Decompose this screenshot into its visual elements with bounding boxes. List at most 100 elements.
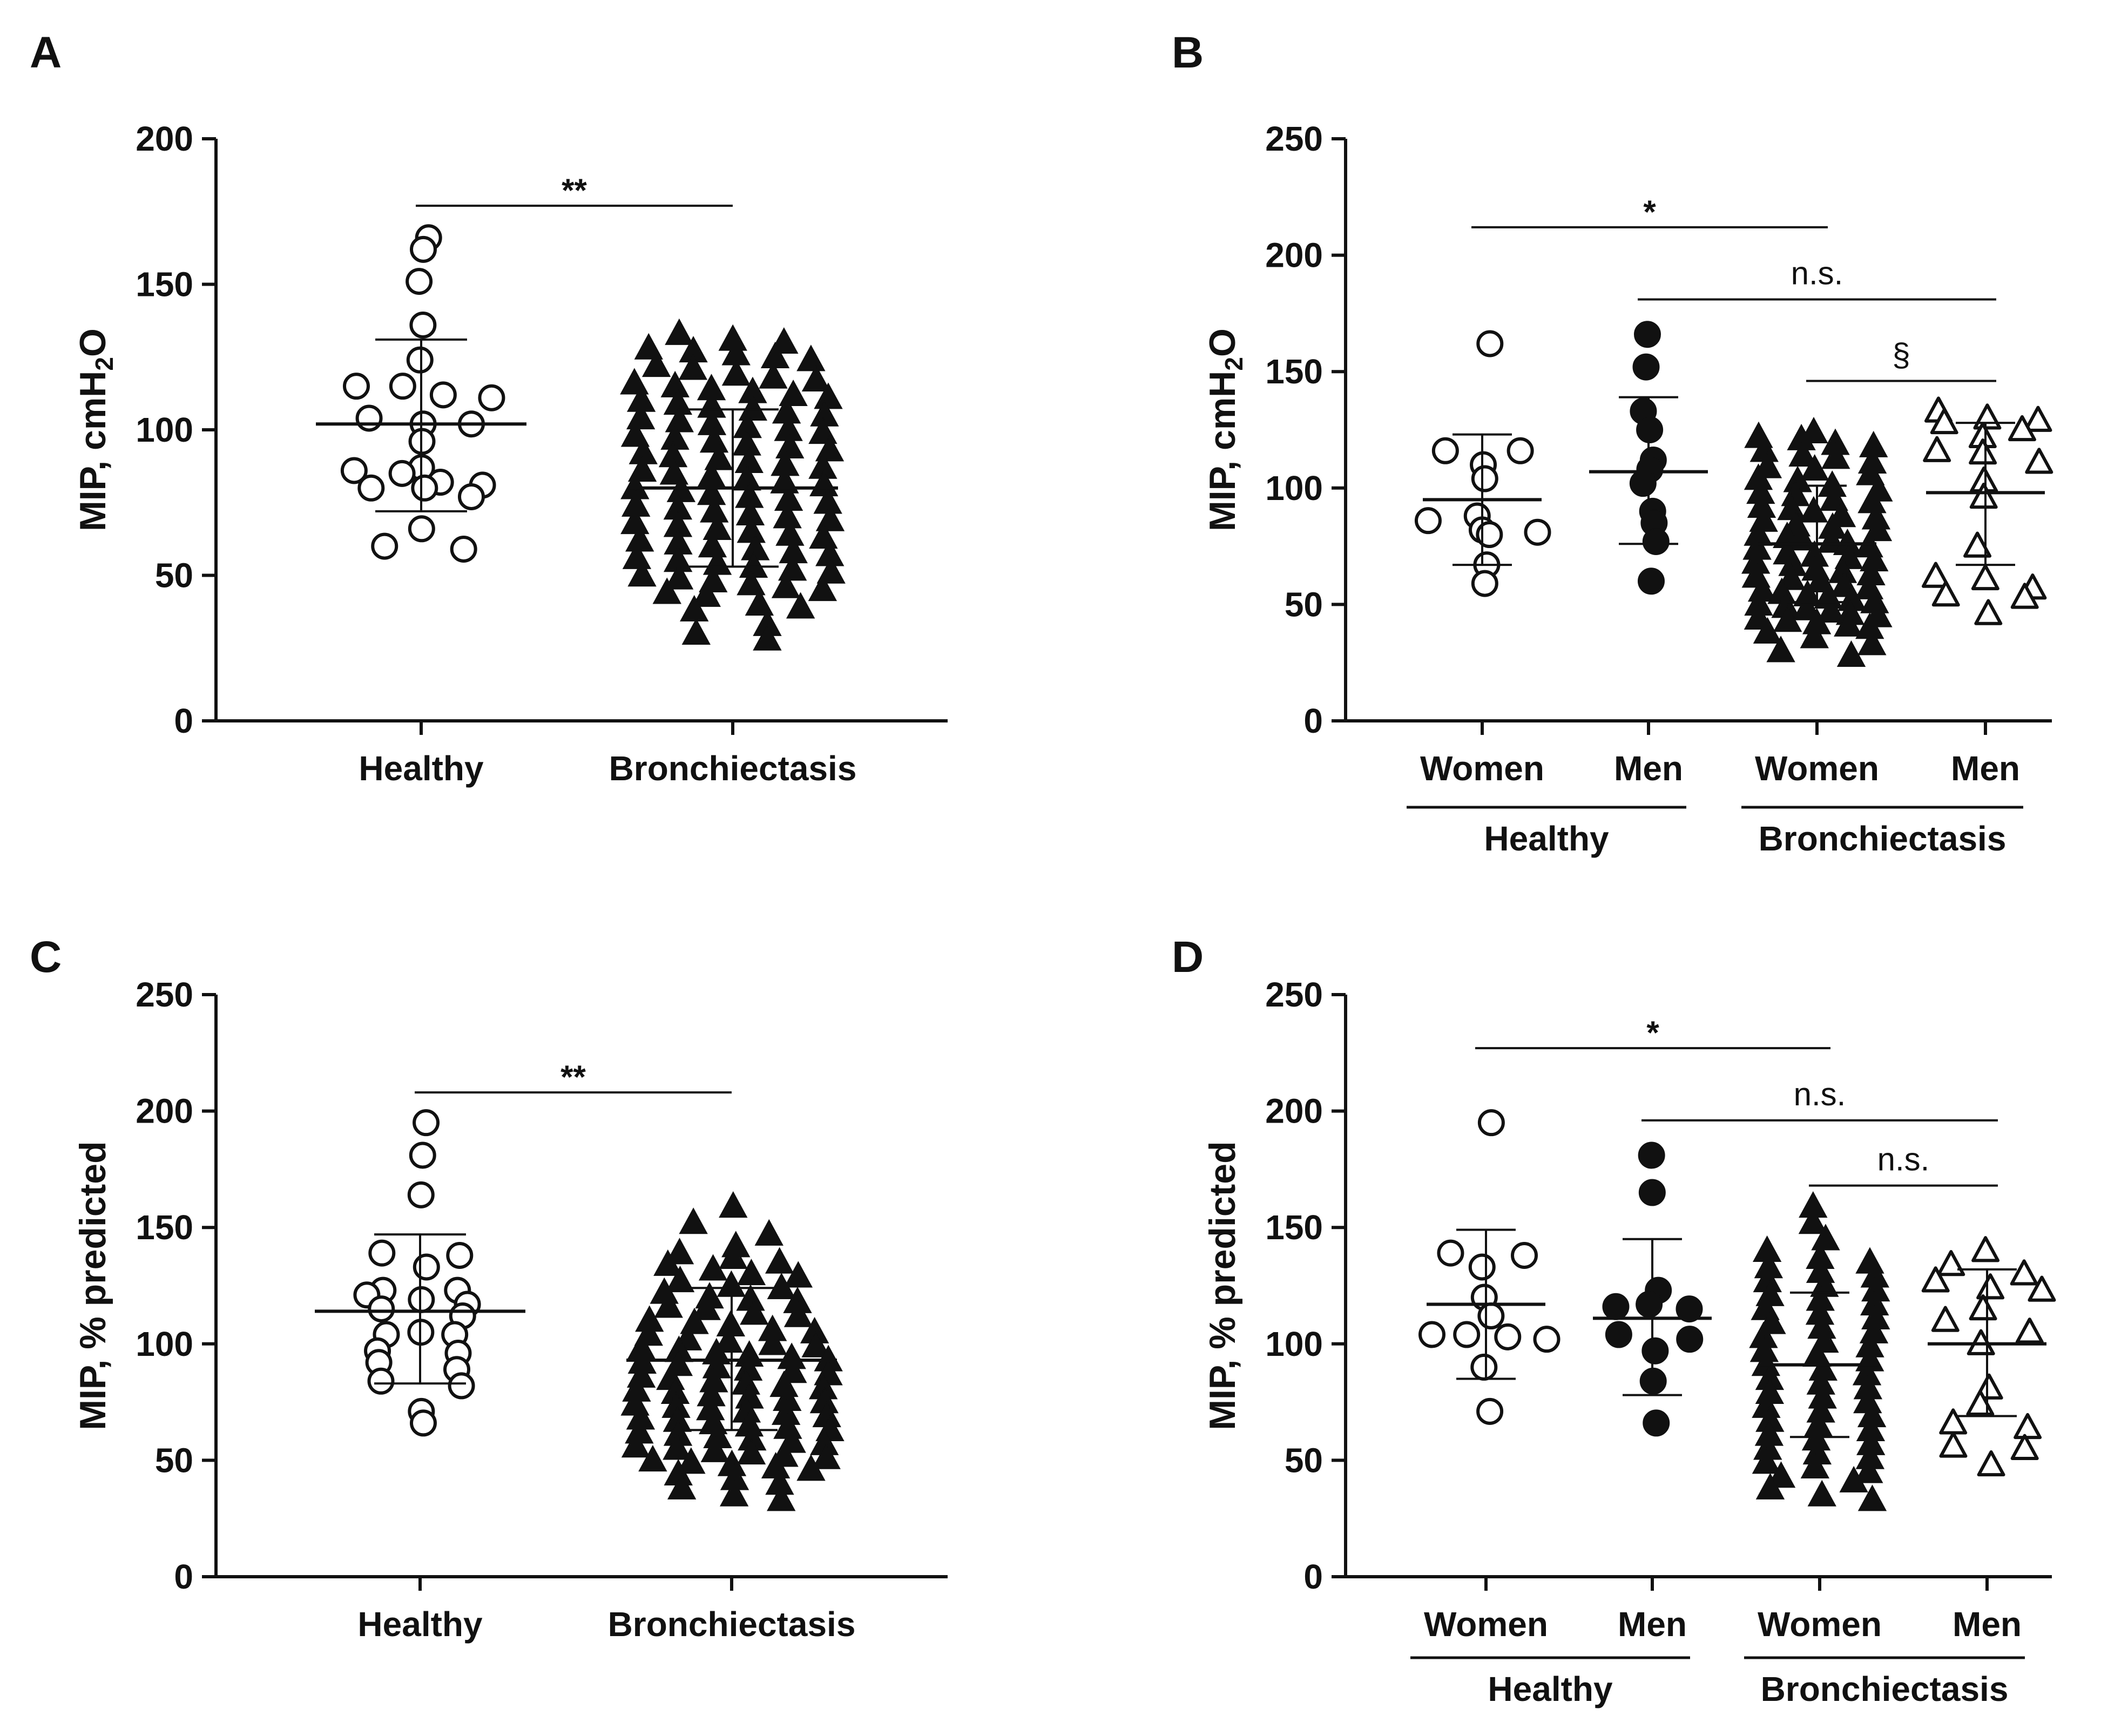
data-point <box>808 575 837 602</box>
data-point <box>699 426 729 453</box>
data-point <box>1863 515 1893 542</box>
data-point <box>1637 568 1665 595</box>
data-point <box>1967 1329 1995 1355</box>
data-point <box>1971 1236 2000 1262</box>
x-category-label-women: Women <box>1758 1605 1882 1644</box>
data-point <box>448 1372 475 1400</box>
x-category-label-women: Women <box>1755 749 1879 788</box>
data-point <box>678 353 708 380</box>
y-tick-label: 50 <box>155 1441 193 1480</box>
data-point <box>680 595 709 622</box>
x-category-label-men: Men <box>1953 1605 2022 1644</box>
data-point <box>1800 454 1829 481</box>
data-point <box>1507 437 1534 464</box>
y-tick-label: 50 <box>1285 1441 1323 1480</box>
data-point <box>409 235 437 263</box>
data-point <box>621 1431 651 1458</box>
y-tick-label: 0 <box>1303 1557 1323 1596</box>
y-tick-label: 150 <box>1265 1208 1323 1247</box>
x-category-label-men: Men <box>1618 1605 1687 1644</box>
data-point <box>1638 1179 1666 1206</box>
series-bronchiectasis-men <box>1921 396 2053 625</box>
data-point <box>700 1435 730 1462</box>
data-point <box>368 1295 395 1323</box>
data-point <box>753 624 782 651</box>
data-point <box>665 318 694 345</box>
data-point <box>1418 1321 1446 1348</box>
panel-letter: A <box>30 28 62 77</box>
data-point <box>681 618 711 645</box>
significance-label: n.s. <box>1877 1141 1930 1178</box>
data-point <box>801 365 831 392</box>
data-point <box>1800 622 1829 649</box>
data-point <box>1431 437 1459 464</box>
data-point <box>355 404 383 432</box>
y-tick-label: 50 <box>1285 585 1323 624</box>
data-point <box>1857 629 1887 656</box>
data-point <box>620 508 650 535</box>
series-healthy-women <box>1418 1109 1560 1425</box>
data-point <box>388 460 416 487</box>
data-point <box>1755 1472 1785 1499</box>
data-point <box>638 1445 667 1472</box>
data-point <box>2028 1275 2056 1302</box>
data-point <box>1921 1266 1950 1293</box>
x-category-label-women: Women <box>1420 749 1544 788</box>
y-tick-label: 100 <box>136 1325 193 1363</box>
data-point <box>1939 1408 1968 1435</box>
data-point <box>1676 1326 1704 1353</box>
panel-b: B 0 50 100 150 200 250 MIP, cmH2O Women Men Women M… <box>1172 28 2053 858</box>
y-tick-label: 50 <box>155 556 193 595</box>
data-point <box>1921 562 1950 588</box>
data-point <box>1969 1294 1997 1321</box>
data-point <box>340 457 368 484</box>
data-point <box>1807 1480 1836 1507</box>
y-tick-label: 0 <box>1303 701 1323 740</box>
data-point <box>2008 415 2036 442</box>
data-point <box>1939 1431 1968 1458</box>
significance-label: * <box>1646 1015 1659 1051</box>
group-label-bronchiectasis: Bronchiectasis <box>1759 819 2007 858</box>
data-point <box>1788 440 1818 467</box>
data-point <box>1641 1337 1669 1365</box>
data-point <box>1816 596 1846 623</box>
significance-label: n.s. <box>1791 255 1843 292</box>
data-point <box>1642 528 1670 555</box>
x-category-label-healthy: Healthy <box>357 1605 483 1644</box>
data-point <box>719 1480 749 1507</box>
data-point <box>1494 1323 1522 1350</box>
y-tick-label: 250 <box>1265 975 1323 1014</box>
data-point <box>357 474 385 502</box>
data-point <box>1974 599 2003 625</box>
data-point <box>2025 448 2053 474</box>
data-point <box>1633 321 1661 348</box>
data-point <box>1629 470 1657 497</box>
significance-label: ** <box>562 172 587 208</box>
data-point <box>737 569 766 596</box>
data-point <box>1476 1397 1504 1425</box>
data-point <box>1937 1250 1965 1276</box>
data-point <box>1798 1207 1828 1234</box>
data-point <box>652 577 681 604</box>
data-point <box>1753 617 1782 644</box>
y-tick-label: 150 <box>136 1208 193 1247</box>
data-point <box>1931 1306 1960 1332</box>
data-point <box>450 535 477 563</box>
data-point <box>775 431 805 459</box>
data-point <box>407 1181 435 1208</box>
data-point <box>1963 531 1992 558</box>
data-point <box>1476 521 1503 549</box>
data-point <box>767 1484 796 1511</box>
data-point <box>738 394 768 421</box>
y-axis-title: MIP, % predicted <box>1202 1141 1243 1430</box>
data-point <box>665 1266 695 1293</box>
data-point <box>1931 580 1960 607</box>
data-point <box>446 1241 474 1269</box>
group-label-healthy: Healthy <box>1484 819 1609 858</box>
y-tick-label: 0 <box>174 701 193 740</box>
data-point <box>1643 1409 1670 1437</box>
data-point <box>478 384 505 411</box>
series-bronchiectasis-men <box>1921 1236 2056 1477</box>
y-tick-label: 200 <box>1265 236 1323 275</box>
data-point <box>368 1239 396 1267</box>
